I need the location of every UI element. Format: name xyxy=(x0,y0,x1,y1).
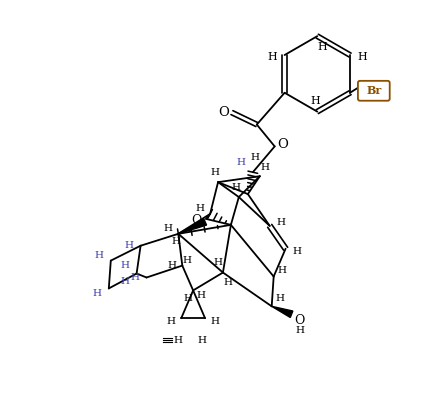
Text: H: H xyxy=(120,277,129,286)
Text: O: O xyxy=(218,106,229,119)
Text: H: H xyxy=(213,258,222,267)
Text: H: H xyxy=(183,294,192,303)
Text: H: H xyxy=(124,241,133,250)
Text: H: H xyxy=(167,261,176,270)
Text: H: H xyxy=(92,289,101,298)
Text: H: H xyxy=(94,251,103,260)
Text: H: H xyxy=(250,153,259,162)
Text: H: H xyxy=(196,291,205,300)
Text: O: O xyxy=(276,138,288,151)
Text: H: H xyxy=(236,158,245,167)
Text: H: H xyxy=(310,96,320,106)
Text: H: H xyxy=(291,247,300,256)
Text: H: H xyxy=(173,336,182,344)
Text: H: H xyxy=(317,42,326,52)
Text: H: H xyxy=(276,266,285,275)
Text: H: H xyxy=(195,205,204,213)
Text: H: H xyxy=(197,336,206,344)
Text: H: H xyxy=(231,182,240,192)
Polygon shape xyxy=(271,306,292,317)
Text: H: H xyxy=(267,52,277,62)
Text: H: H xyxy=(130,273,139,282)
Text: Br: Br xyxy=(366,85,380,96)
Text: H: H xyxy=(120,261,129,270)
Text: H: H xyxy=(294,326,303,335)
Text: H: H xyxy=(171,237,181,246)
Text: H: H xyxy=(164,224,173,233)
Text: O: O xyxy=(190,215,201,227)
Text: O: O xyxy=(294,314,304,327)
Text: H: H xyxy=(167,317,176,326)
FancyBboxPatch shape xyxy=(357,81,389,101)
Text: H: H xyxy=(276,218,285,227)
Text: H: H xyxy=(182,256,191,265)
Polygon shape xyxy=(178,219,206,234)
Text: H: H xyxy=(274,294,283,303)
Text: H: H xyxy=(210,168,219,177)
Text: H: H xyxy=(223,278,232,287)
Text: H: H xyxy=(356,52,366,62)
Text: H: H xyxy=(210,317,219,326)
Text: H: H xyxy=(259,163,269,172)
